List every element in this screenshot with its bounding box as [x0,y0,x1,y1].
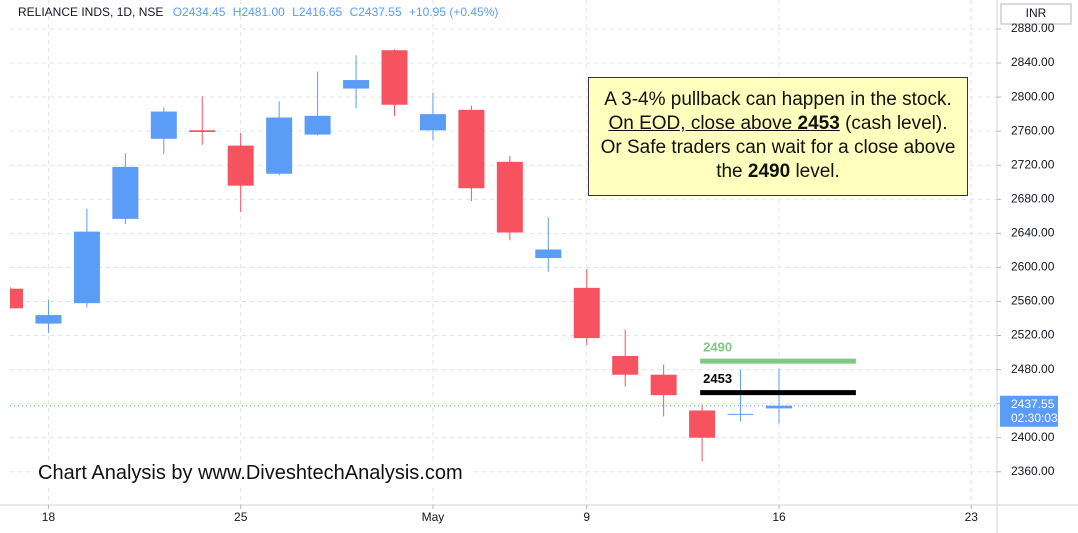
candle-body [727,413,754,415]
candle-body [419,114,446,131]
plot-area: 2490 2453 [10,49,997,462]
candle-body [458,109,485,189]
header-change: +10.95 (+0.45%) [409,5,498,19]
annotation-text: 2453 [797,113,840,134]
candle-body [381,50,408,105]
level-label: 2490 [703,340,732,355]
y-tick-label: 2680.00 [1011,191,1055,205]
watermark: Chart Analysis by www.DiveshtechAnalysis… [30,460,471,487]
y-tick-label: 2720.00 [1011,157,1055,171]
candle-body [650,374,677,396]
y-tick-label: 2600.00 [1011,260,1055,274]
countdown-label: 02:30:03 [1011,411,1058,425]
y-tick-label: 2880.00 [1011,21,1055,35]
candle-body [112,166,139,219]
y-tick-label: 2400.00 [1011,430,1055,444]
annotation-text: 2490 [747,161,791,182]
y-tick-label: 2560.00 [1011,294,1055,308]
y-tick-label: 2640.00 [1011,226,1055,240]
grid [10,0,997,505]
y-tick-label: 2520.00 [1011,328,1055,342]
header-open: O2434.45 [173,5,226,19]
annotation-text: level. [790,161,840,182]
candle-body [304,115,331,135]
y-tick-label: 2760.00 [1011,123,1055,137]
last-price-label: 2437.55 [1011,397,1055,411]
x-tick-label: 16 [772,510,786,524]
candle-body [573,287,600,339]
annotation-text: On EOD, close above [608,113,798,134]
x-tick-label: May [422,510,445,524]
currency: INR [1026,6,1047,20]
candle-body [689,410,716,438]
header-low: L2416.65 [292,5,342,19]
x-tick-label: 23 [965,510,979,524]
y-tick-label: 2840.00 [1011,55,1055,69]
symbol: RELIANCE INDS, 1D, NSE [18,5,163,19]
candle-body [189,130,216,132]
candle-body [496,161,523,233]
annotation-text: A 3-4% pullback can happen in the stock. [604,89,952,110]
symbol-header: RELIANCE INDS, 1D, NSE O2434.45 H2481.00… [18,5,498,19]
candle-body [150,111,177,139]
x-tick-label: 25 [234,510,248,524]
candle-body [612,355,639,375]
header-high: H2481.00 [233,5,285,19]
candle-body [35,315,62,324]
last-price-box [1000,395,1058,427]
candle-body [535,249,562,259]
candle-body [343,80,370,89]
header-close: C2437.55 [350,5,402,19]
x-tick-label: 18 [42,510,56,524]
annotation-text: (cash level). Or Safe traders can wait f… [600,113,956,182]
y-tick-label: 2800.00 [1011,89,1055,103]
y-tick-label: 2480.00 [1011,362,1055,376]
annotation-box: A 3-4% pullback can happen in the stock.… [588,77,968,196]
currency-box [1000,3,1072,25]
candle-body [227,145,254,186]
y-tick-label: 2360.00 [1011,464,1055,478]
x-tick-label: 9 [583,510,590,524]
candle-body [10,288,23,309]
candle-body [266,117,293,174]
candle-body [766,405,792,409]
level-label: 2453 [703,371,732,386]
candle-body [73,231,100,304]
